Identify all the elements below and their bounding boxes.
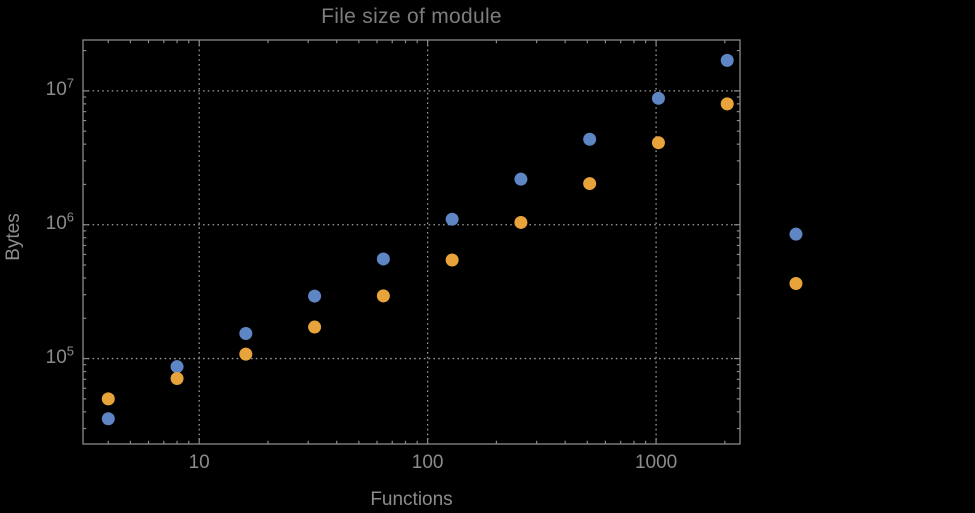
data-point-series-orange	[514, 215, 528, 229]
x-tick-label: 1000	[634, 452, 678, 473]
y-tick-label: 105	[45, 343, 74, 368]
data-point-series-blue	[720, 53, 734, 67]
y-tick-label: 107	[45, 75, 74, 100]
y-tick-label: 106	[45, 209, 74, 234]
data-point-series-blue	[308, 289, 322, 303]
data-point-series-orange	[789, 276, 803, 290]
data-point-series-blue	[651, 91, 665, 105]
x-tick-label: 100	[411, 452, 444, 473]
data-point-series-orange	[445, 253, 459, 267]
data-point-series-orange	[170, 371, 184, 385]
data-point-series-blue	[445, 212, 459, 226]
x-axis-label: Functions	[370, 489, 453, 510]
data-point-series-blue	[583, 132, 597, 146]
data-point-series-orange	[720, 97, 734, 111]
data-point-series-blue	[239, 326, 253, 340]
data-point-series-orange	[308, 320, 322, 334]
data-point-series-orange	[101, 392, 115, 406]
data-point-series-blue	[170, 360, 184, 374]
data-point-series-blue	[514, 172, 528, 186]
data-point-series-blue	[789, 227, 803, 241]
data-point-series-orange	[651, 136, 665, 150]
chart-title: File size of module	[321, 5, 502, 28]
data-point-series-blue	[376, 252, 390, 266]
plot-frame	[82, 39, 741, 445]
data-point-series-orange	[239, 347, 253, 361]
data-point-series-orange	[583, 177, 597, 191]
x-tick-label: 10	[188, 452, 210, 473]
data-point-series-orange	[376, 289, 390, 303]
data-point-series-blue	[101, 412, 115, 426]
